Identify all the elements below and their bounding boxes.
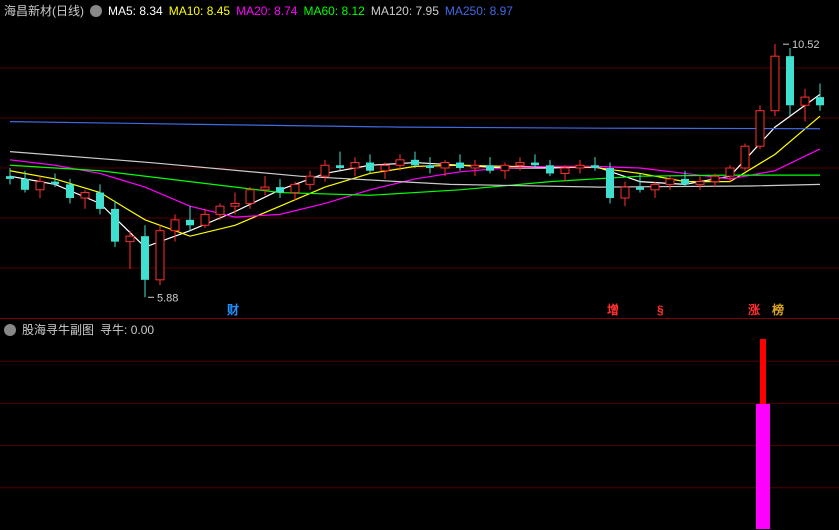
ma-indicator: MA120: 7.95 (371, 4, 439, 18)
svg-text:榜: 榜 (772, 302, 784, 317)
sub-indicator-panel[interactable]: 股海寻牛副图 寻牛: 0.00 (0, 319, 839, 530)
stock-chart-container: 海昌新材(日线) MA5: 8.34MA10: 8.45MA20: 8.74MA… (0, 0, 839, 530)
sub-title: 股海寻牛副图 (22, 321, 94, 338)
main-header: 海昌新材(日线) MA5: 8.34MA10: 8.45MA20: 8.74MA… (4, 2, 519, 19)
ma-indicator-row: MA5: 8.34 MA10: 8.45 MA20: 8.74 MA60: 8.12 M… (108, 4, 519, 18)
ma-indicator: MA5: 8.34 (108, 4, 163, 18)
svg-text:10.52: 10.52 (792, 39, 820, 51)
svg-text:增: 增 (607, 302, 619, 317)
sub-indicator-svg (0, 319, 839, 530)
svg-text:§: § (657, 303, 664, 317)
ma-indicator: MA60: 8.12 (303, 4, 364, 18)
main-candlestick-panel[interactable]: 海昌新材(日线) MA5: 8.34MA10: 8.45MA20: 8.74MA… (0, 0, 839, 319)
svg-text:涨: 涨 (748, 302, 760, 317)
ma-indicator: MA10: 8.45 (169, 4, 230, 18)
gear-icon[interactable] (4, 324, 16, 336)
sub-indicator-label: 寻牛: 0.00 (100, 321, 154, 338)
svg-text:财: 财 (226, 302, 239, 317)
svg-text:5.88: 5.88 (157, 292, 178, 304)
stock-title: 海昌新材(日线) (4, 2, 84, 19)
candlestick-svg: 5.88 10.52 财 增 § 涨榜 (0, 0, 839, 318)
gear-icon[interactable] (90, 5, 102, 17)
ma-indicator: MA250: 8.97 (445, 4, 513, 18)
ma-indicator: MA20: 8.74 (236, 4, 297, 18)
sub-header: 股海寻牛副图 寻牛: 0.00 (4, 321, 154, 338)
